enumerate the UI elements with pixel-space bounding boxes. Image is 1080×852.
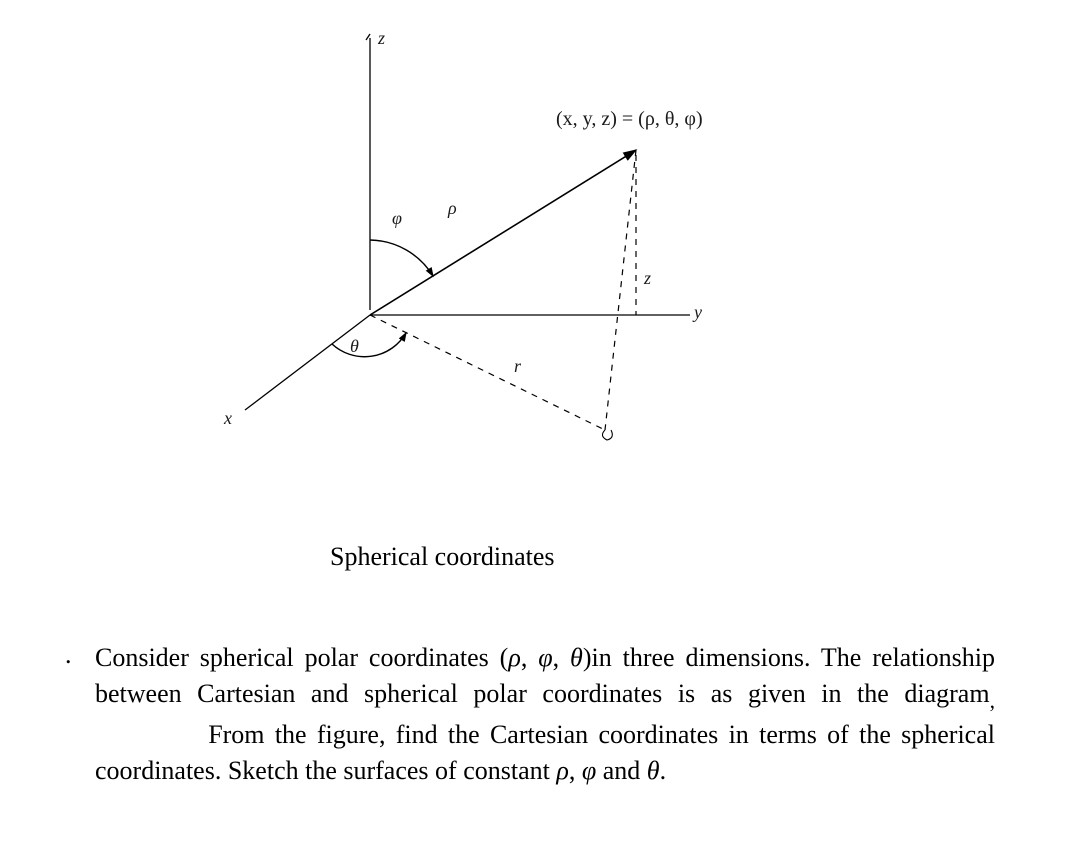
spherical-coord-diagram: z y x φ θ ρ r z (x, y, z) = (ρ, θ, φ) xyxy=(200,30,760,510)
diagram-svg xyxy=(200,30,760,510)
label-z-drop: z xyxy=(644,268,651,289)
rho2: ρ xyxy=(556,756,568,785)
label-x-axis: x xyxy=(224,408,232,429)
label-point: (x, y, z) = (ρ, θ, φ) xyxy=(556,108,703,131)
gap xyxy=(95,720,208,749)
theta-sym: θ xyxy=(570,643,583,672)
figure-caption: Spherical coordinates xyxy=(330,542,555,572)
problem-text: Consider spherical polar coordinates (ρ,… xyxy=(95,640,995,789)
c2: , xyxy=(553,643,570,672)
theta2: θ xyxy=(647,756,660,785)
rho-sym: ρ xyxy=(508,643,520,672)
and: and xyxy=(596,756,647,785)
t1: Consider spherical polar coordinates ( xyxy=(95,643,508,672)
phi2: φ xyxy=(582,756,596,785)
phi-sym: φ xyxy=(538,643,552,672)
label-theta: θ xyxy=(350,336,359,357)
period: . xyxy=(660,756,667,785)
list-dot: . xyxy=(65,640,72,670)
label-rho: ρ xyxy=(448,198,457,219)
c1: , xyxy=(521,643,538,672)
c3: , xyxy=(569,756,582,785)
label-z-axis: z xyxy=(378,28,385,49)
sub-comma: , xyxy=(990,689,995,713)
t2a: From the figure, find the Cartesian coor… xyxy=(95,720,995,785)
label-r: r xyxy=(514,356,521,377)
label-y-axis: y xyxy=(694,302,702,323)
label-phi: φ xyxy=(392,208,402,229)
